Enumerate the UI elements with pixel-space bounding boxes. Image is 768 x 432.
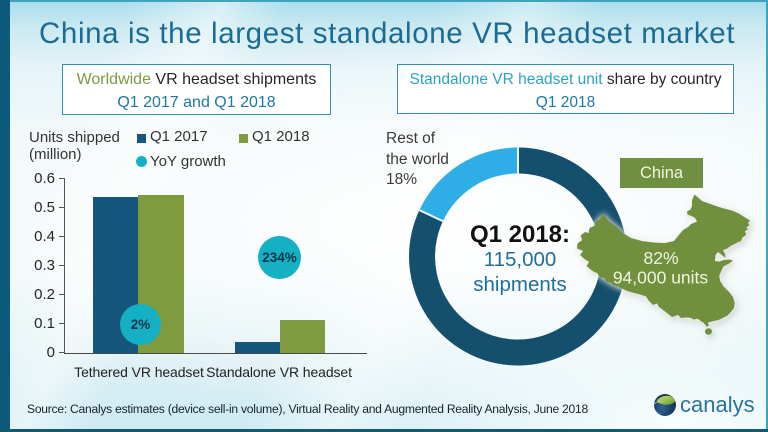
svg-text:94,000 units: 94,000 units: [613, 268, 709, 288]
svg-text:82%: 82%: [643, 248, 678, 268]
svg-text:canalys: canalys: [680, 392, 755, 417]
